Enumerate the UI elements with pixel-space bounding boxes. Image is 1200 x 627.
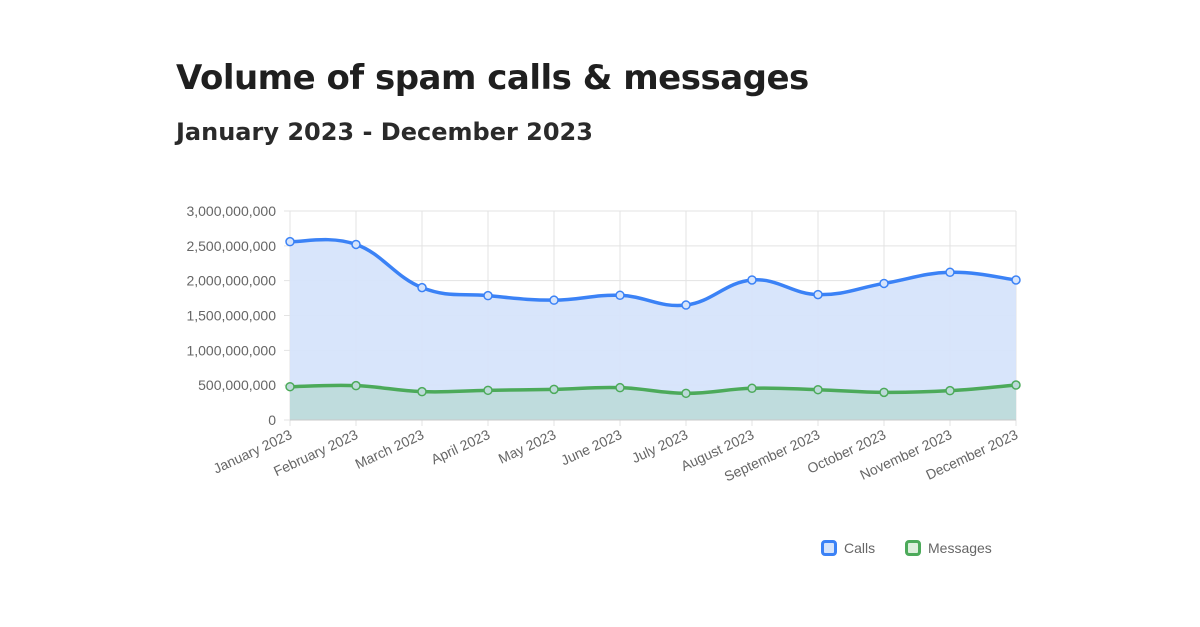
data-point-calls [879, 278, 889, 289]
y-tick-label: 2,000,000,000 [186, 273, 276, 289]
data-point-calls [945, 267, 955, 278]
data-point-calls [747, 275, 757, 285]
data-point-messages [417, 386, 427, 397]
data-point-messages [351, 380, 361, 391]
calls-swatch-icon [821, 540, 837, 556]
data-point-messages [1011, 380, 1021, 390]
legend-item-messages[interactable]: Messages [905, 540, 992, 556]
data-point-messages [549, 384, 559, 395]
x-tick-label: June 2023 [558, 426, 624, 468]
data-point-calls [615, 290, 625, 301]
y-tick-label: 1,000,000,000 [186, 342, 276, 358]
legend-item-calls[interactable]: Calls [821, 540, 875, 556]
data-point-calls [351, 239, 361, 250]
messages-swatch-icon [905, 540, 921, 556]
x-tick-label: March 2023 [352, 426, 426, 472]
data-point-messages [747, 383, 757, 394]
data-point-calls [285, 236, 295, 247]
y-tick-label: 0 [268, 412, 276, 428]
data-point-messages [879, 387, 889, 398]
area-messages [290, 385, 1016, 420]
chart-title: Volume of spam calls & messages [176, 58, 809, 98]
legend-label-calls: Calls [844, 540, 876, 556]
y-tick-label: 2,500,000,000 [186, 238, 276, 254]
data-point-messages [813, 384, 823, 395]
line-messages [289, 383, 1017, 396]
data-point-messages [615, 382, 625, 393]
legend-label-messages: Messages [928, 540, 992, 556]
data-point-messages [483, 385, 493, 396]
data-point-calls [549, 295, 559, 305]
data-point-messages [681, 388, 691, 399]
data-point-messages [285, 381, 295, 392]
data-point-calls [417, 282, 427, 293]
y-tick-label: 1,500,000,000 [186, 308, 276, 324]
line-calls [289, 237, 1017, 308]
x-tick-label: May 2023 [496, 426, 559, 467]
data-point-calls [483, 290, 493, 301]
x-tick-label: April 2023 [428, 426, 492, 467]
data-point-calls [681, 300, 691, 310]
data-point-messages [945, 385, 955, 396]
chart-subtitle: January 2023 - December 2023 [176, 118, 593, 146]
data-point-calls [1011, 275, 1021, 285]
y-tick-label: 3,000,000,000 [186, 203, 276, 219]
area-calls [290, 239, 1016, 420]
data-point-calls [813, 289, 823, 300]
y-tick-label: 500,000,000 [198, 377, 276, 393]
